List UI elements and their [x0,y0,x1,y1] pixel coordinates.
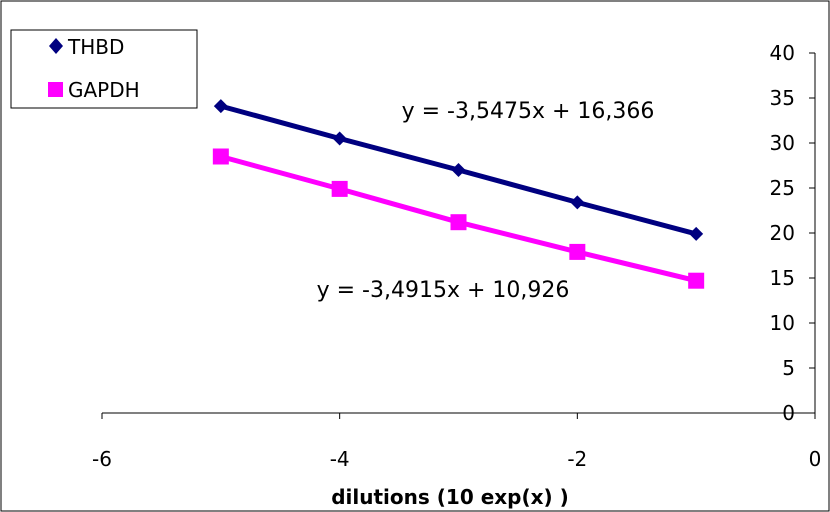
x-axis-title: dilutions (10 exp(x) ) [331,485,569,509]
data-point-thbd [213,99,228,114]
trendline-equation-gapdh: y = -3,4915x + 10,926 [317,278,570,303]
data-point-gapdh [450,214,467,231]
data-point-thbd [570,195,585,210]
data-point-gapdh [569,243,586,260]
y-tick-label: 30 [770,131,795,155]
data-point-thbd [451,163,466,177]
trendline-equation-thbd: y = -3,5475x + 16,366 [402,99,655,124]
data-point-gapdh [331,180,348,197]
legend-marker-thbd-diamond-icon [49,38,63,54]
data-point-gapdh [212,148,229,165]
y-tick-label: 35 [770,86,795,110]
x-tick-label: 0 [809,447,822,471]
legend-marker-gapdh-square-icon [48,82,63,97]
axes: -6 -4 -2 00 5 10 15 20 25 30 35 40 [92,41,821,471]
x-tick-label: -4 [330,447,350,471]
legend: THBD GAPDH [10,29,198,109]
y-tick-label: 15 [770,266,795,290]
legend-box [10,29,198,109]
y-tick-label: 10 [770,311,795,335]
data-point-gapdh [688,272,705,289]
y-tick-label: 5 [782,356,795,380]
y-tick-label: 0 [782,401,795,425]
series-layer [212,99,705,289]
x-tick-label: -6 [92,447,112,471]
x-tick-label: -2 [567,447,587,471]
data-point-thbd [689,226,704,241]
y-tick-label: 20 [770,221,795,245]
data-point-thbd [332,131,347,146]
legend-label-gapdh: GAPDH [68,78,140,102]
y-tick-label: 40 [770,41,795,65]
legend-label-thbd: THBD [67,35,124,59]
y-tick-label: 25 [770,176,795,200]
